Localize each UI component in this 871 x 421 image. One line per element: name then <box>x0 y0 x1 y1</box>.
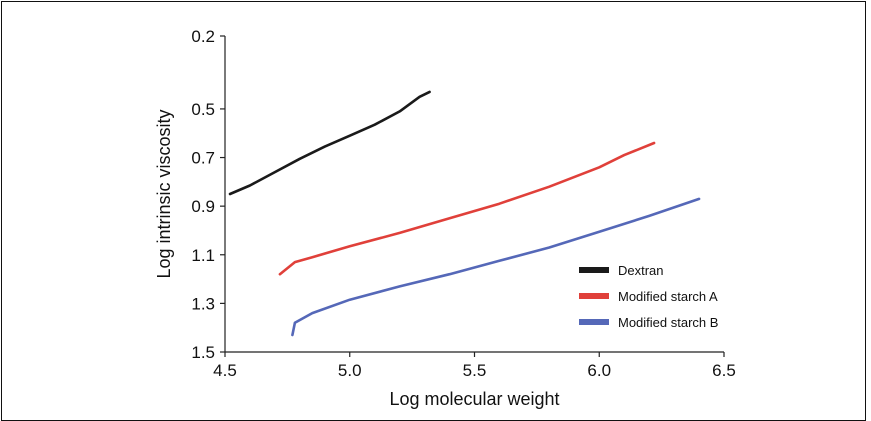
legend-swatch <box>579 267 609 273</box>
y-tick-label: 0.2 <box>191 27 215 46</box>
series-line-3 <box>291 197 701 337</box>
x-axis-title: Log molecular weight <box>389 389 559 409</box>
x-tick-label: 5.0 <box>338 361 362 380</box>
y-tick-label: 1.1 <box>191 246 215 265</box>
chart-axes: 4.5 5.0 5.5 6.0 6.5 0.2 0.5 0.7 0.9 1.1 1.3 1.5 <box>191 27 735 380</box>
legend-swatch <box>579 319 609 325</box>
series-line-2 <box>278 141 656 276</box>
legend-label: Modified starch B <box>618 315 718 330</box>
chart: 4.5 5.0 5.5 6.0 6.5 0.2 0.5 0.7 0.9 1.1 1.3 1.5 Dex… <box>154 27 736 409</box>
y-tick-label: 1.5 <box>191 343 215 362</box>
y-tick-label: 0.5 <box>191 100 215 119</box>
legend-label: Modified starch A <box>618 289 718 304</box>
x-tick-label: 5.5 <box>463 361 487 380</box>
y-tick-label: 0.7 <box>191 149 215 168</box>
y-tick-label: 1.3 <box>191 294 215 313</box>
legend-swatch <box>579 293 609 299</box>
y-tick-label: 0.9 <box>191 197 215 216</box>
x-tick-label: 6.0 <box>587 361 611 380</box>
x-tick-label: 6.5 <box>712 361 736 380</box>
legend-label: Dextran <box>618 263 664 278</box>
series-line-1 <box>228 90 431 196</box>
x-tick-label: 4.5 <box>213 361 237 380</box>
y-axis-title: Log intrinsic viscosity <box>154 109 174 278</box>
chart-legend: Dextran Modified starch A Modified starch … <box>579 263 718 330</box>
chart-series <box>228 90 701 337</box>
